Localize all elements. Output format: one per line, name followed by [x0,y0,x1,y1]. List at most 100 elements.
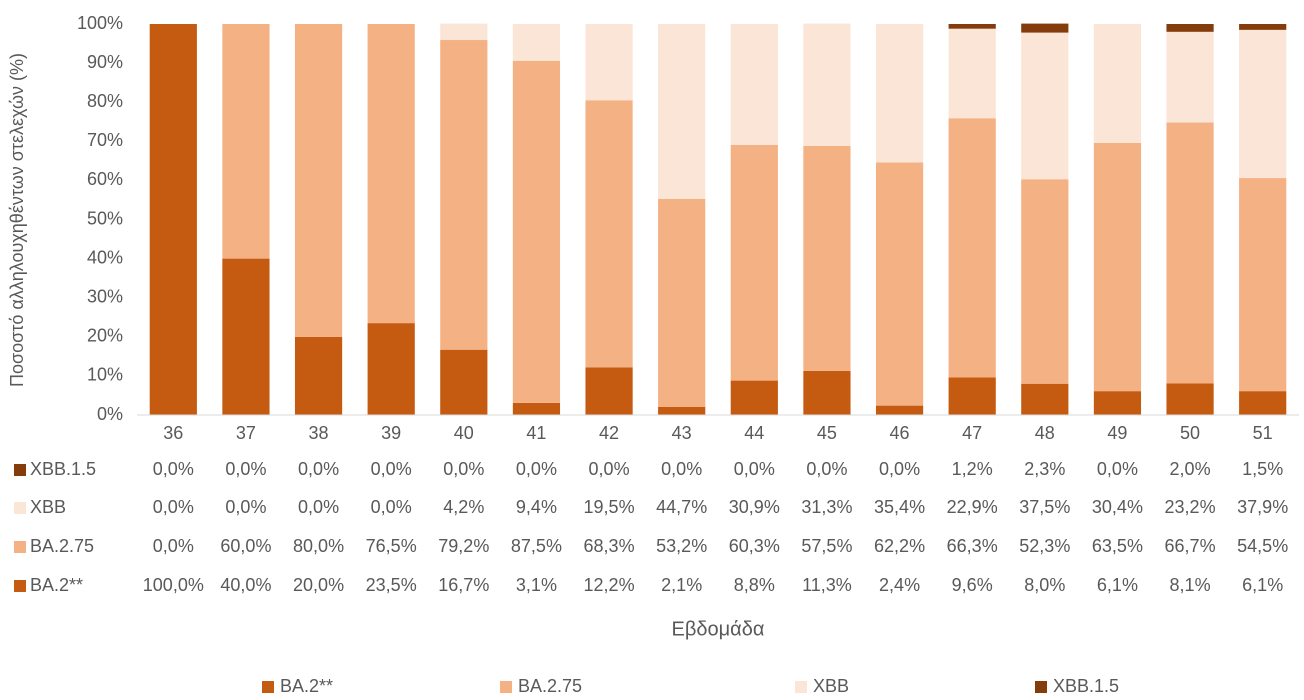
table-cell: 66,7% [1165,536,1216,556]
y-tick-label: 10% [87,365,123,385]
bar-segment [948,28,996,119]
table-cell: 11,3% [802,575,852,595]
y-tick-label: 80% [87,91,123,111]
table-cell: 4,2% [443,497,484,517]
table-cell: 54,5% [1237,536,1288,556]
x-tick-label: 43 [672,423,692,443]
table-cell: 0,0% [879,459,920,479]
bar-segment [1021,179,1069,384]
bar-segment [512,402,561,415]
y-tick-label: 40% [87,247,123,267]
table-legend-key [14,580,26,592]
legend-key [500,681,512,693]
bar-segment [1166,24,1214,32]
x-tick-label: 45 [817,423,837,443]
table-cell: 35,4% [874,497,925,517]
table-cell: 12,2% [584,575,635,595]
bar-segment [803,145,851,371]
table-cell: 37,5% [1019,497,1070,517]
x-tick-label: 46 [890,423,910,443]
table-legend-key [14,541,26,553]
bar-segment [803,23,851,146]
table-cell: 1,2% [952,459,993,479]
bar-segment [875,162,924,406]
bar-segment [658,24,706,199]
table-cell: 2,0% [1170,459,1211,479]
legend-label: XBB.1.5 [1053,676,1119,695]
bar-segment [1166,31,1214,123]
table-cell: 0,0% [298,459,339,479]
table-cell: 9,6% [952,575,993,595]
bar-segment [294,336,343,415]
table-cell: 0,0% [298,497,339,517]
y-tick-label: 20% [87,326,123,346]
table-cell: 0,0% [225,459,266,479]
table-cell: 2,3% [1024,459,1065,479]
legend-key [262,681,274,693]
x-tick-label: 48 [1035,423,1055,443]
bar-segment [1166,383,1214,415]
table-cell: 80,0% [293,536,344,556]
table-cell: 19,5% [584,497,635,517]
legend-key [1035,681,1047,693]
bar-segment [948,377,996,415]
table-cell: 8,1% [1170,575,1211,595]
table-cell: 0,0% [153,497,194,517]
x-tick-label: 47 [962,423,982,443]
bar-segment [367,24,415,324]
table-cell: 30,9% [729,497,780,517]
table-row-label: XBB.1.5 [30,459,96,479]
legend-label: XBB [813,676,849,695]
table-cell: 31,3% [801,497,852,517]
table-cell: 22,9% [947,497,998,517]
table-cell: 0,0% [734,459,775,479]
table-cell: 40,0% [220,575,271,595]
table-cell: 0,0% [443,459,484,479]
x-tick-label: 39 [381,423,401,443]
table-cell: 23,2% [1165,497,1216,517]
y-tick-label: 70% [87,130,123,150]
bar-segment [440,23,488,41]
table-cell: 2,1% [661,575,702,595]
table-cell: 3,1% [516,575,557,595]
legend-label: BA.2** [280,676,333,695]
x-tick-label: 42 [599,423,619,443]
bar-segment [585,100,633,368]
bar-segment [367,323,415,415]
table-cell: 30,4% [1092,497,1143,517]
x-tick-label: 50 [1180,423,1200,443]
bar-segment [1021,23,1069,33]
table-cell: 2,4% [879,575,920,595]
table-cell: 0,0% [589,459,630,479]
table-cell: 44,7% [656,497,707,517]
x-tick-label: 44 [744,423,764,443]
bar-segment [1093,24,1142,143]
bar-segment [222,258,270,415]
table-cell: 6,1% [1097,575,1138,595]
bar-segment [875,24,924,163]
table-cell: 16,7% [438,575,489,595]
table-cell: 76,5% [366,536,417,556]
x-tick-label: 37 [236,423,256,443]
table-cell: 68,3% [584,536,635,556]
legend-key [795,681,807,693]
bar-segment [512,24,561,61]
table-cell: 9,4% [516,497,557,517]
bar-segment [730,144,778,381]
table-cell: 60,0% [220,536,271,556]
table-cell: 23,5% [366,575,417,595]
bar-segment [1021,32,1069,180]
x-axis-label: Εβδομάδα [672,618,765,640]
bar-segment [512,60,561,403]
table-cell: 0,0% [371,459,412,479]
table-cell: 0,0% [371,497,412,517]
y-tick-label: 30% [87,286,123,306]
table-cell: 8,0% [1024,575,1065,595]
table-cell: 0,0% [516,459,557,479]
table-cell: 63,5% [1092,536,1143,556]
bar-segment [440,349,488,415]
table-cell: 87,5% [511,536,562,556]
bar-segment [585,24,633,101]
table-row-label: BA.2.75 [30,536,94,556]
